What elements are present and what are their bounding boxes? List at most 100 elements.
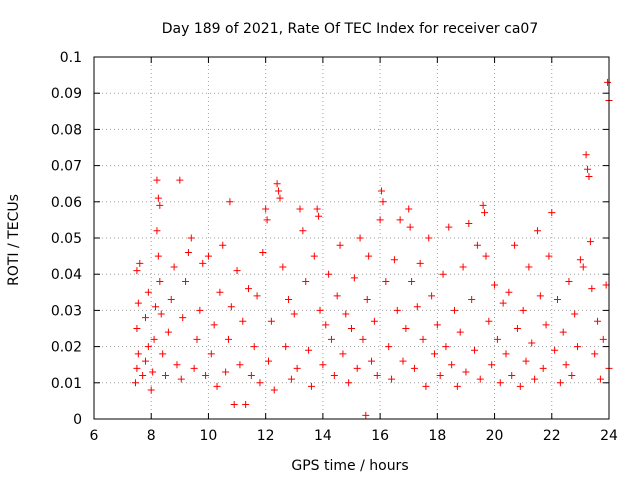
data-point (136, 259, 144, 267)
data-point (222, 368, 230, 376)
y-tick-label: 0.02 (51, 340, 82, 356)
data-point (336, 241, 344, 249)
data-point (396, 216, 404, 224)
data-point (226, 198, 234, 206)
data-point (353, 364, 361, 372)
data-point (233, 267, 241, 275)
data-point (345, 379, 353, 387)
y-axis-label: ROTI / TECUs (6, 194, 22, 286)
data-point (531, 375, 539, 383)
data-point (376, 216, 384, 224)
data-point (548, 209, 556, 217)
x-tick-label: 8 (147, 428, 156, 444)
data-point (154, 252, 162, 260)
data-point (310, 252, 318, 260)
data-point (319, 361, 327, 369)
data-point (456, 328, 464, 336)
data-point (190, 364, 198, 372)
data-point (522, 357, 530, 365)
data-point (574, 343, 582, 351)
x-tick-label: 12 (257, 428, 275, 444)
data-point (502, 350, 510, 358)
data-point (287, 375, 295, 383)
data-point (256, 379, 264, 387)
y-tick-label: 0.05 (51, 231, 82, 247)
data-point (513, 325, 521, 332)
y-tick-label: 0.07 (51, 159, 82, 175)
data-point (219, 241, 227, 249)
data-point (265, 357, 273, 365)
data-point (373, 372, 381, 380)
x-tick-label: 18 (428, 428, 446, 444)
data-point (275, 187, 283, 195)
data-point (582, 151, 590, 159)
data-point (253, 292, 261, 300)
data-point (370, 317, 378, 325)
data-point (468, 296, 476, 304)
data-point (296, 205, 304, 213)
data-point (390, 256, 398, 264)
y-tick-label: 0.08 (51, 122, 82, 138)
data-points (131, 78, 613, 419)
data-point (153, 176, 161, 184)
data-point (448, 361, 456, 369)
data-point (405, 205, 413, 213)
data-point (536, 292, 544, 300)
data-point (199, 259, 207, 267)
data-point (533, 227, 541, 235)
x-tick-label: 16 (371, 428, 389, 444)
data-point (144, 343, 152, 351)
data-point (179, 314, 187, 322)
data-point (159, 350, 167, 358)
data-point (473, 241, 481, 249)
data-point (263, 216, 271, 224)
data-point (339, 350, 347, 358)
data-point (602, 281, 610, 289)
data-point (247, 372, 255, 380)
data-point (542, 321, 550, 329)
data-point (293, 364, 301, 372)
data-point (551, 346, 559, 354)
data-point (156, 277, 164, 285)
data-point (350, 274, 358, 282)
data-point (156, 201, 164, 209)
data-point (363, 296, 371, 304)
data-point (379, 198, 387, 206)
x-tick-label: 24 (600, 428, 618, 444)
data-point (299, 227, 307, 235)
data-point (167, 296, 175, 304)
data-point (196, 306, 204, 314)
data-point (388, 375, 396, 383)
data-point (327, 335, 335, 343)
data-point (436, 372, 444, 380)
x-tick-label: 10 (200, 428, 218, 444)
data-point (133, 267, 141, 275)
data-point (476, 375, 484, 383)
data-point (465, 220, 473, 228)
data-point (445, 223, 453, 231)
y-tick-label: 0.01 (51, 376, 82, 392)
data-point (325, 270, 333, 278)
data-point (399, 357, 407, 365)
data-point (307, 382, 315, 390)
y-tick-label: 0.09 (51, 86, 82, 102)
data-point (131, 379, 139, 387)
data-point (588, 285, 596, 293)
data-point (511, 241, 519, 249)
data-point (322, 321, 330, 329)
data-point (584, 165, 592, 173)
data-point (267, 317, 275, 325)
data-point (333, 292, 341, 300)
data-point (599, 335, 607, 343)
data-point (150, 335, 158, 343)
data-point (133, 364, 141, 372)
data-point (539, 364, 547, 372)
data-point (316, 306, 324, 314)
data-point (152, 303, 160, 311)
data-point (571, 310, 579, 318)
data-point (139, 372, 147, 380)
data-point (290, 310, 298, 318)
data-point (488, 361, 496, 369)
data-point (430, 350, 438, 358)
grid-lines (94, 57, 609, 419)
